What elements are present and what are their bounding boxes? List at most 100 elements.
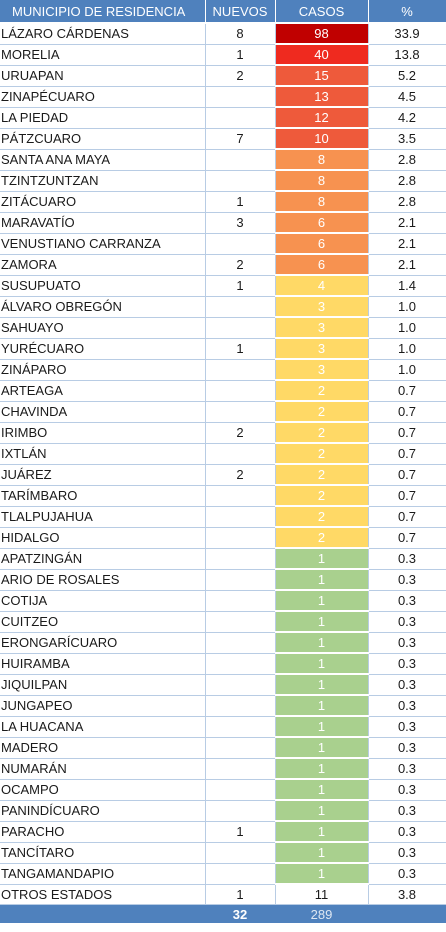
pct-cell: 0.3	[368, 800, 446, 822]
casos-cell: 11	[275, 884, 369, 905]
pct-cell: 4.5	[368, 86, 446, 108]
nuevos-cell	[205, 737, 276, 759]
table-row: TANCÍTARO 1 0.3	[0, 842, 446, 864]
nuevos-cell: 2	[205, 254, 276, 276]
pct-cell: 0.7	[368, 422, 446, 444]
table-row: CHAVINDA 2 0.7	[0, 401, 446, 423]
nuevos-cell: 1	[205, 338, 276, 360]
table-row: APATZINGÁN 1 0.3	[0, 548, 446, 570]
casos-cell: 98	[275, 23, 369, 45]
municipio-cell: SUSUPUATO	[0, 275, 206, 297]
nuevos-cell	[205, 149, 276, 171]
nuevos-cell	[205, 107, 276, 129]
municipio-cell: JUNGAPEO	[0, 695, 206, 717]
municipio-cell: COTIJA	[0, 590, 206, 612]
municipio-cell: MADERO	[0, 737, 206, 759]
pct-cell: 1.0	[368, 317, 446, 339]
pct-cell: 2.8	[368, 191, 446, 213]
pct-cell: 2.1	[368, 212, 446, 234]
table-row: NUMARÁN 1 0.3	[0, 758, 446, 780]
table-row: OTROS ESTADOS 1 11 3.8	[0, 884, 446, 905]
nuevos-cell	[205, 443, 276, 465]
pct-cell: 3.5	[368, 128, 446, 150]
municipio-cell: LÁZARO CÁRDENAS	[0, 23, 206, 45]
nuevos-cell	[205, 611, 276, 633]
casos-cell: 6	[275, 212, 369, 234]
municipio-cell: IXTLÁN	[0, 443, 206, 465]
pct-cell: 1.0	[368, 296, 446, 318]
table-row: TANGAMANDAPIO 1 0.3	[0, 863, 446, 885]
municipio-cell: ZAMORA	[0, 254, 206, 276]
table-row: LA PIEDAD 12 4.2	[0, 107, 446, 129]
casos-cell: 8	[275, 149, 369, 171]
municipio-cell: NUMARÁN	[0, 758, 206, 780]
nuevos-cell	[205, 695, 276, 717]
casos-cell: 3	[275, 359, 369, 381]
nuevos-cell	[205, 569, 276, 591]
table-row: SUSUPUATO 1 4 1.4	[0, 275, 446, 297]
municipio-cell: CHAVINDA	[0, 401, 206, 423]
nuevos-cell	[205, 296, 276, 318]
casos-cell: 2	[275, 401, 369, 423]
casos-cell: 1	[275, 716, 369, 738]
municipio-cell: CUITZEO	[0, 611, 206, 633]
municipio-cell: OCAMPO	[0, 779, 206, 801]
nuevos-cell: 2	[205, 464, 276, 486]
pct-cell: 0.7	[368, 485, 446, 507]
municipio-cell: OTROS ESTADOS	[0, 884, 206, 905]
casos-cell: 1	[275, 590, 369, 612]
municipio-cell: SANTA ANA MAYA	[0, 149, 206, 171]
table-row: COTIJA 1 0.3	[0, 590, 446, 612]
casos-cell: 1	[275, 653, 369, 675]
table-row: MADERO 1 0.3	[0, 737, 446, 759]
casos-cell: 1	[275, 548, 369, 570]
nuevos-cell	[205, 359, 276, 381]
pct-cell: 0.3	[368, 779, 446, 801]
casos-cell: 1	[275, 842, 369, 864]
casos-cell: 1	[275, 632, 369, 654]
table-row: ÁLVARO OBREGÓN 3 1.0	[0, 296, 446, 318]
nuevos-cell: 7	[205, 128, 276, 150]
pct-cell: 0.3	[368, 590, 446, 612]
municipio-cell: PANINDÍCUARO	[0, 800, 206, 822]
municipio-cell: IRIMBO	[0, 422, 206, 444]
nuevos-cell	[205, 506, 276, 528]
table-row: SAHUAYO 3 1.0	[0, 317, 446, 339]
table-row: OCAMPO 1 0.3	[0, 779, 446, 801]
nuevos-cell	[205, 674, 276, 696]
nuevos-cell	[205, 86, 276, 108]
nuevos-cell	[205, 401, 276, 423]
casos-cell: 10	[275, 128, 369, 150]
pct-cell: 4.2	[368, 107, 446, 129]
header-casos: CASOS	[275, 0, 369, 24]
pct-cell: 0.3	[368, 569, 446, 591]
pct-cell: 0.7	[368, 443, 446, 465]
casos-cell: 2	[275, 443, 369, 465]
table-row: ZINAPÉCUARO 13 4.5	[0, 86, 446, 108]
table-row: ZINÁPARO 3 1.0	[0, 359, 446, 381]
casos-cell: 6	[275, 233, 369, 255]
pct-cell: 0.3	[368, 632, 446, 654]
table-row: ARIO DE ROSALES 1 0.3	[0, 569, 446, 591]
nuevos-cell	[205, 485, 276, 507]
casos-cell: 2	[275, 464, 369, 486]
nuevos-cell: 3	[205, 212, 276, 234]
nuevos-cell	[205, 863, 276, 885]
table-row: CUITZEO 1 0.3	[0, 611, 446, 633]
casos-cell: 1	[275, 569, 369, 591]
pct-cell: 0.3	[368, 758, 446, 780]
pct-cell: 2.1	[368, 254, 446, 276]
municipio-cell: JUÁREZ	[0, 464, 206, 486]
nuevos-cell	[205, 800, 276, 822]
casos-cell: 8	[275, 191, 369, 213]
municipio-cell: HUIRAMBA	[0, 653, 206, 675]
nuevos-cell	[205, 380, 276, 402]
nuevos-cell: 2	[205, 422, 276, 444]
nuevos-cell	[205, 779, 276, 801]
pct-cell: 0.3	[368, 821, 446, 843]
casos-cell: 1	[275, 737, 369, 759]
municipio-cell: LA HUACANA	[0, 716, 206, 738]
municipio-cell: ARTEAGA	[0, 380, 206, 402]
municipio-cell: ÁLVARO OBREGÓN	[0, 296, 206, 318]
table-row: ZITÁCUARO 1 8 2.8	[0, 191, 446, 213]
